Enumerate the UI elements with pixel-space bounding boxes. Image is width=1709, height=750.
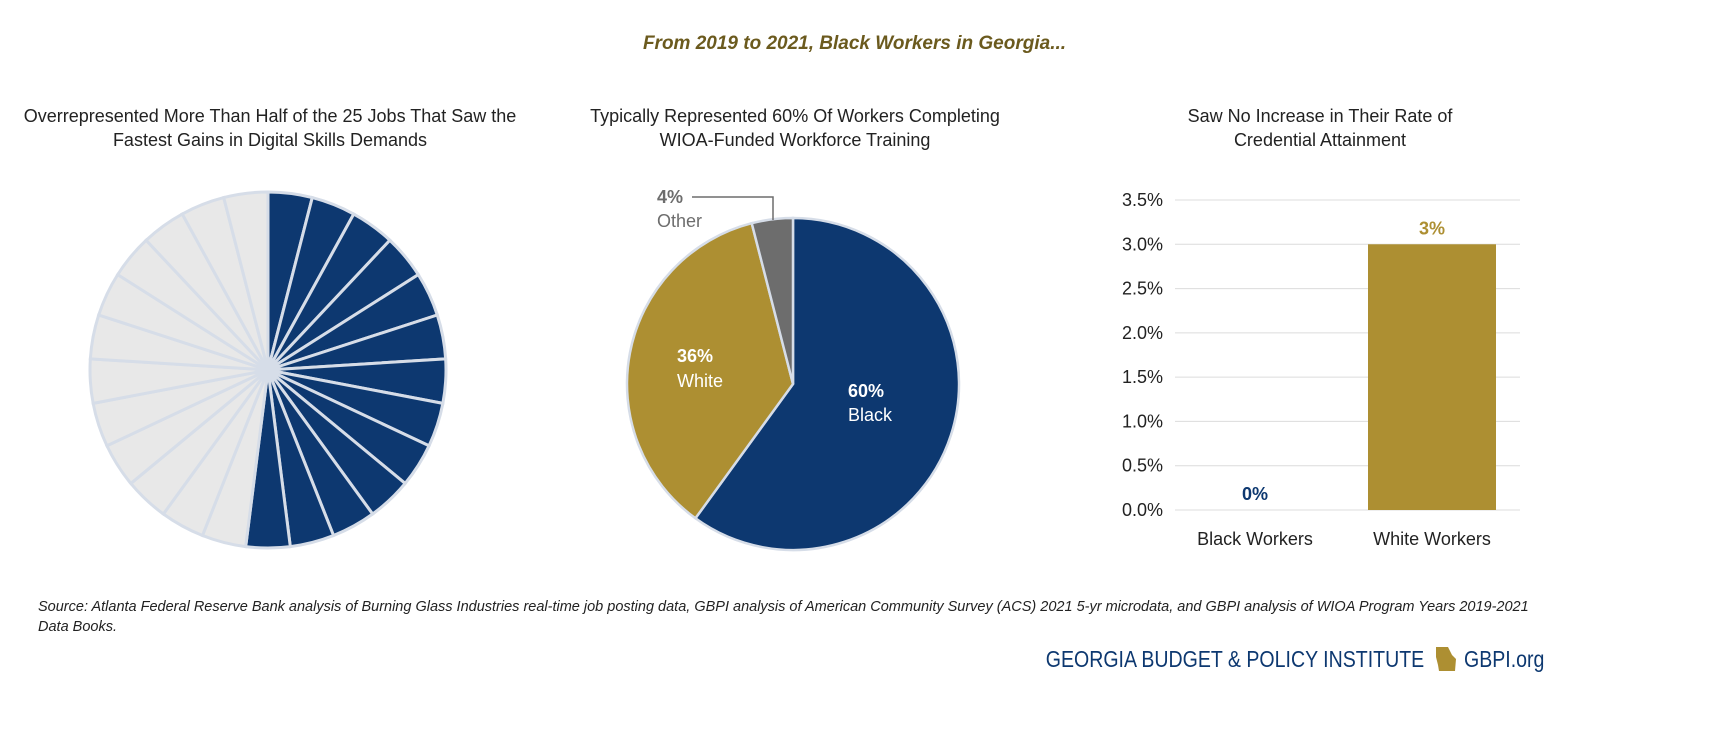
figure-title: From 2019 to 2021, Black Workers in Geor… xyxy=(642,33,1067,54)
bar-credential: 0.0% 0.5% 1.0% 1.5% 2.0% 2.5% 3.0% 3.5% 0% Black … xyxy=(1122,190,1520,549)
pie-jobs xyxy=(88,190,448,550)
pie-slice-white xyxy=(625,221,795,521)
label-white-name: White xyxy=(677,371,723,391)
charts-canvas: 60% Black 36% White 4% Other 0.0% 0.5% 1.0% 1.5%… xyxy=(88,187,1520,552)
y-tick-label: 1.5% xyxy=(1122,367,1163,387)
chart1-title: Overrepresented More Than Half of the 25… xyxy=(23,106,517,150)
y-tick-label: 2.5% xyxy=(1122,279,1163,299)
label-white-value: 36% xyxy=(677,346,713,366)
y-tick-label: 0.5% xyxy=(1122,456,1163,476)
y-tick-label: 3.5% xyxy=(1122,190,1163,210)
chart3-title: Saw No Increase in Their Rate of Credent… xyxy=(1187,106,1453,150)
pie-slice-other xyxy=(750,216,795,385)
y-tick-label: 2.0% xyxy=(1122,323,1163,343)
source-note: Source: Atlanta Federal Reserve Bank ana… xyxy=(38,599,1529,635)
bar-white-workers xyxy=(1368,244,1496,511)
org-logo-text: GEORGIA BUDGET & POLICY INSTITUTE xyxy=(1045,646,1424,672)
y-tick-label: 0.0% xyxy=(1122,500,1163,520)
pie-slice-black xyxy=(693,216,961,552)
site-link[interactable]: GBPI.org xyxy=(1464,646,1545,672)
label-black-name: Black xyxy=(848,405,893,425)
y-tick-label: 3.0% xyxy=(1122,234,1163,254)
data-label: 0% xyxy=(1242,484,1268,504)
y-tick-label: 1.0% xyxy=(1122,411,1163,431)
georgia-state-icon xyxy=(1436,647,1456,671)
pie-slice-job xyxy=(221,190,270,371)
label-other-name: Other xyxy=(657,211,702,231)
pie-wioa: 60% Black 36% White 4% Other xyxy=(625,187,961,552)
chart2-title: Typically Represented 60% Of Workers Com… xyxy=(590,106,1000,150)
leader-line xyxy=(692,196,774,220)
x-tick-label: White Workers xyxy=(1373,529,1491,549)
label-other-value: 4% xyxy=(657,187,683,207)
x-tick-label: Black Workers xyxy=(1197,529,1313,549)
label-black-value: 60% xyxy=(848,381,884,401)
data-label: 3% xyxy=(1419,218,1445,238)
